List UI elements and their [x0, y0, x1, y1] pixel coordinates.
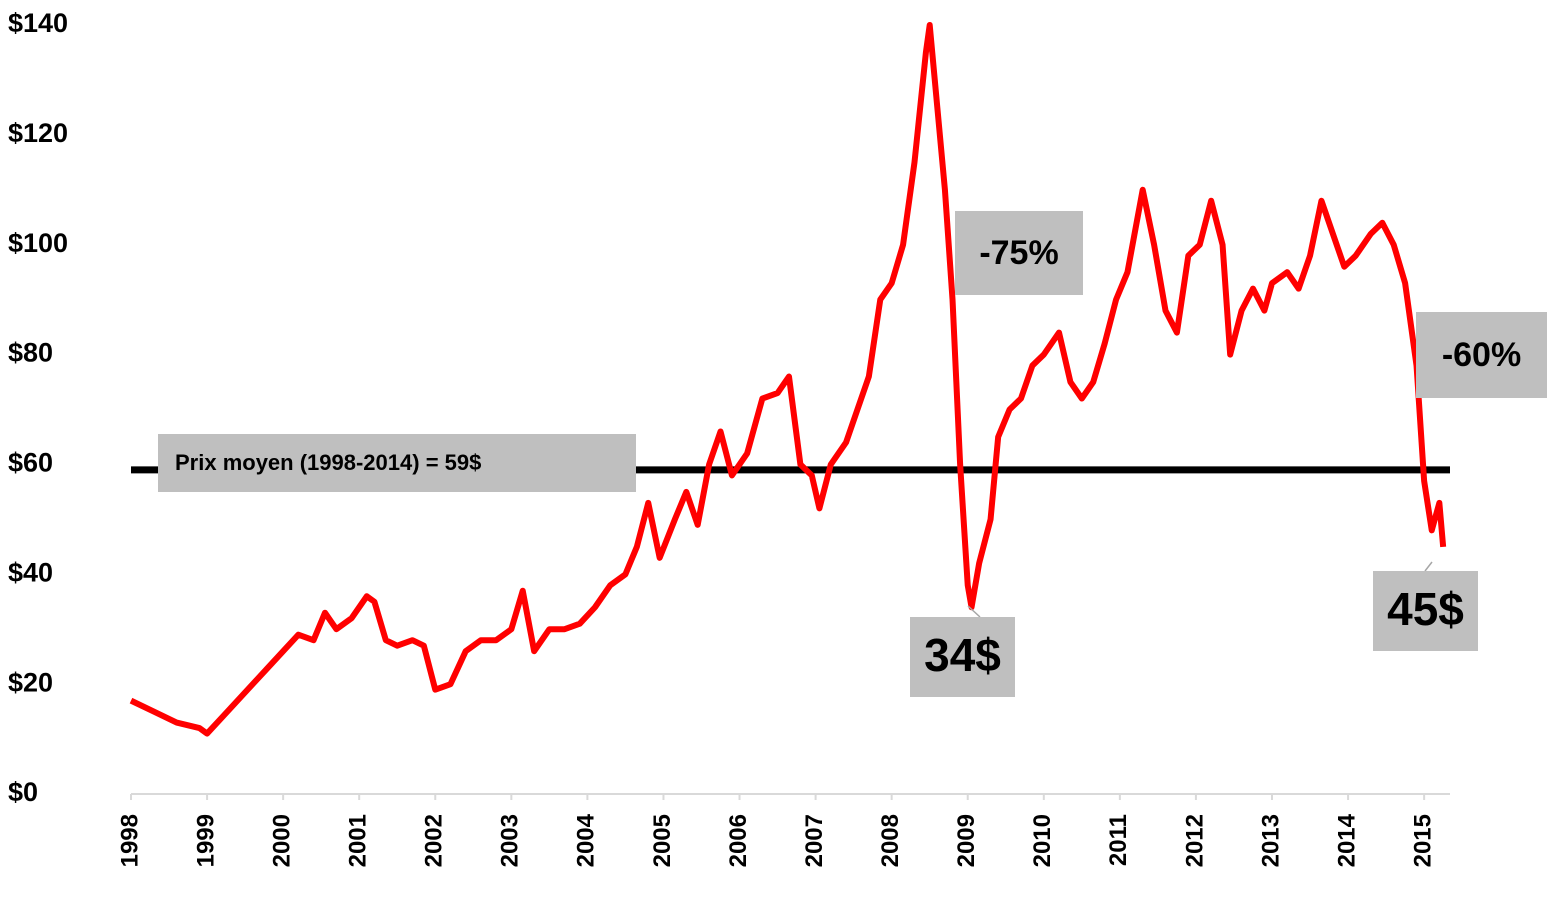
annotation-box [1373, 571, 1478, 651]
x-tick-label: 2000 [268, 814, 295, 867]
x-tick-label: 2011 [1105, 814, 1132, 866]
x-tick-label: 2008 [877, 814, 904, 867]
x-tick-label: 2010 [1029, 814, 1056, 867]
price-line [129, 22, 1447, 737]
x-tick-label: 2004 [573, 813, 600, 867]
x-tick-label: 2006 [725, 814, 752, 867]
x-tick-label: 1999 [192, 814, 219, 867]
x-tick-label: 2002 [421, 814, 448, 867]
x-tick-label: 2012 [1181, 814, 1208, 867]
y-tick-label: $120 [8, 118, 68, 148]
annotation: 45$ [1387, 583, 1464, 635]
annotation-box [955, 211, 1083, 295]
y-tick-label: $20 [8, 667, 53, 697]
average-label-box [158, 434, 636, 492]
x-tick-label: 2003 [497, 814, 524, 867]
x-tick-label: 1998 [116, 814, 143, 867]
annotation-box [910, 617, 1015, 697]
annotation: -60% [1442, 336, 1521, 374]
annotation-box [1416, 312, 1547, 398]
y-tick-label: $40 [8, 557, 53, 587]
x-tick-label: 2014 [1333, 813, 1360, 867]
x-tick-label: 2007 [801, 814, 828, 867]
x-tick-label: 2005 [649, 814, 676, 867]
y-tick-label: $100 [8, 228, 68, 258]
average-label: Prix moyen (1998-2014) = 59$ [175, 450, 481, 475]
annotation: 34$ [924, 629, 1001, 681]
y-tick-label: $140 [8, 8, 68, 38]
leader-line [1424, 561, 1433, 572]
leader-line [967, 605, 981, 618]
x-tick-label: 2009 [953, 814, 980, 867]
y-tick-label: $0 [8, 777, 38, 807]
x-tick-label: 2015 [1409, 814, 1436, 867]
x-tick-label: 2001 [345, 814, 372, 867]
y-tick-label: $60 [8, 448, 53, 478]
x-tick-label: 2013 [1257, 814, 1284, 867]
annotation: -75% [979, 234, 1058, 272]
y-tick-label: $80 [8, 338, 53, 368]
